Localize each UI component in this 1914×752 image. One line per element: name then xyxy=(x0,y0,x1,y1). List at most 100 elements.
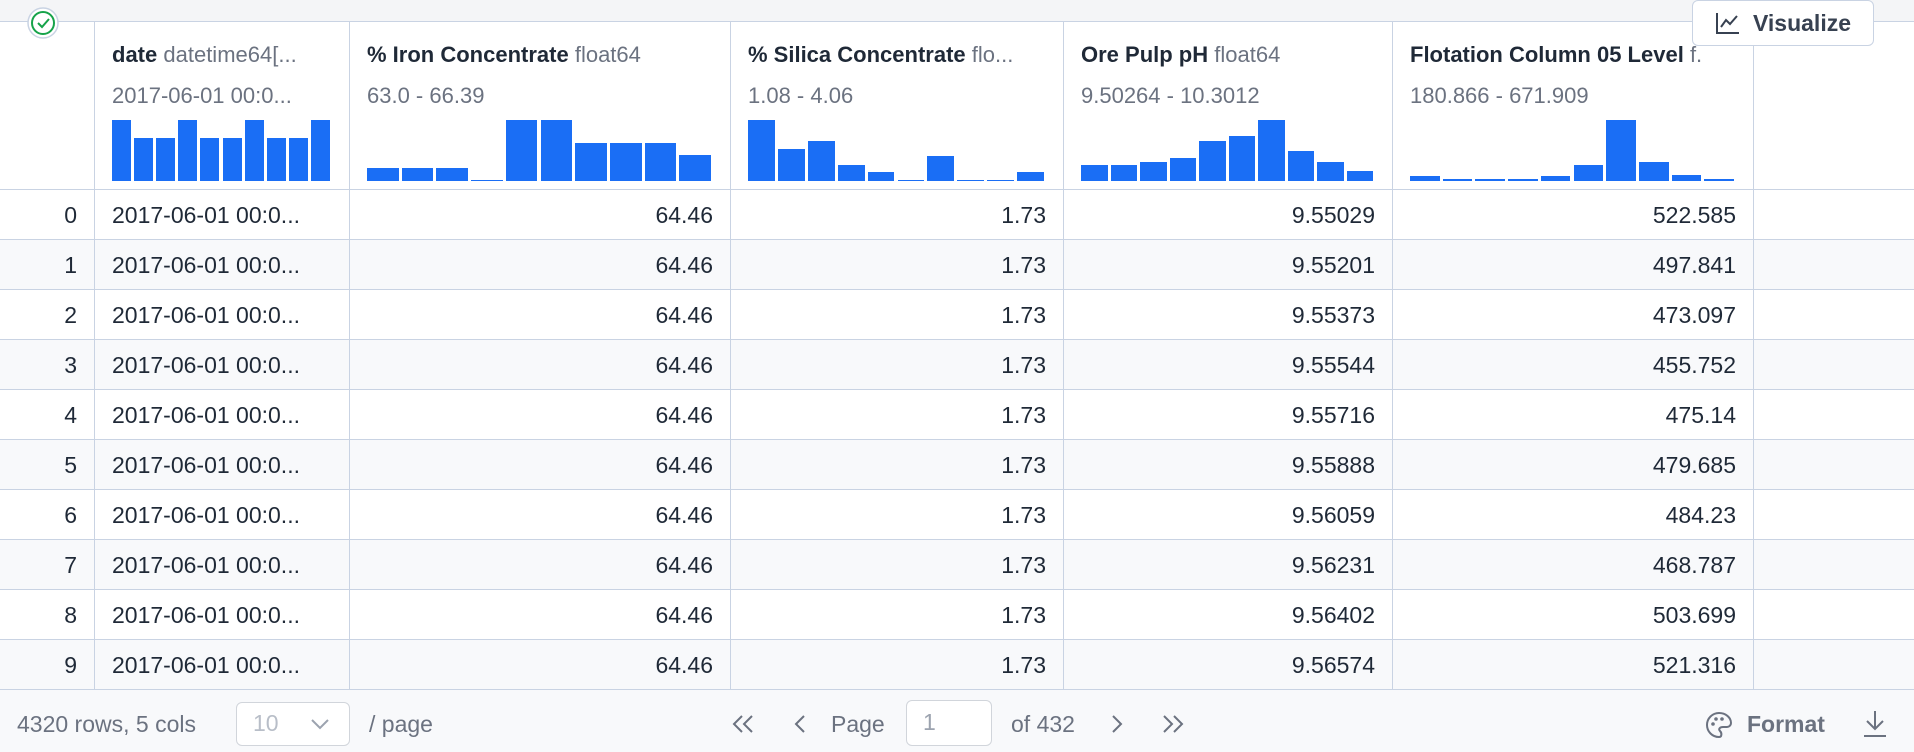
table-cell: 521.316 xyxy=(1393,640,1754,690)
histogram-bar xyxy=(987,179,1015,181)
table-cell: 64.46 xyxy=(350,340,731,390)
page-input[interactable]: 1 xyxy=(906,700,992,746)
format-button[interactable]: Format xyxy=(1747,711,1825,737)
download-button[interactable] xyxy=(1860,708,1890,740)
palette-icon[interactable] xyxy=(1704,710,1734,740)
histogram-bar xyxy=(1287,151,1314,181)
column-header: Ore Pulp pH float64 9.50264 - 10.3012 xyxy=(1064,22,1393,190)
table-cell: 2017-06-01 00:0... xyxy=(95,240,350,290)
table-cell: 2017-06-01 00:0... xyxy=(95,490,350,540)
row-filler xyxy=(1754,340,1914,390)
table-cell: 9.55716 xyxy=(1064,390,1393,440)
histogram-bar xyxy=(1540,176,1571,181)
chart-icon xyxy=(1715,13,1739,34)
histogram-bar xyxy=(367,167,399,181)
page-total: of 432 xyxy=(1011,711,1075,737)
visualize-label: Visualize xyxy=(1752,9,1852,36)
top-strip xyxy=(0,0,1914,22)
column-header: Flotation Column 05 Level f. 180.866 - 67… xyxy=(1393,22,1754,190)
row-index: 3 xyxy=(0,340,95,390)
row-index: 0 xyxy=(0,190,95,240)
table-cell: 1.73 xyxy=(731,540,1064,590)
histogram-bar xyxy=(244,120,264,181)
histogram-bar xyxy=(134,138,154,181)
column-title: Flotation Column 05 Level f. xyxy=(1410,42,1741,68)
page-size-value: 10 xyxy=(253,710,279,736)
histogram-bar xyxy=(897,179,925,181)
page-size-select[interactable]: 10 xyxy=(236,702,350,746)
row-filler xyxy=(1754,390,1914,440)
column-title: date datetime64[... xyxy=(112,42,337,68)
histogram-bar xyxy=(609,142,642,181)
row-index: 4 xyxy=(0,390,95,440)
column-range: 2017-06-01 00:0... xyxy=(112,83,292,108)
histogram-bar xyxy=(1638,162,1669,181)
column-title: Ore Pulp pH float64 xyxy=(1081,42,1380,68)
next-page-button[interactable] xyxy=(1108,712,1126,736)
histogram-bar xyxy=(1704,178,1734,181)
column-name: % Iron Concentrate xyxy=(367,42,569,67)
table-cell: 484.23 xyxy=(1393,490,1754,540)
row-filler xyxy=(1754,590,1914,640)
histogram-bar xyxy=(1671,174,1702,181)
histogram-bar xyxy=(1508,178,1538,181)
table-cell: 64.46 xyxy=(350,240,731,290)
histogram-bar xyxy=(1258,120,1285,181)
column-range: 63.0 - 66.39 xyxy=(367,83,485,108)
row-index: 7 xyxy=(0,540,95,590)
table-cell: 2017-06-01 00:0... xyxy=(95,440,350,490)
histogram-bar xyxy=(222,138,242,181)
column-title: % Silica Concentrate flo... xyxy=(748,42,1051,68)
table-cell: 1.73 xyxy=(731,490,1064,540)
row-index: 1 xyxy=(0,240,95,290)
column-name: % Silica Concentrate xyxy=(748,42,966,67)
table-cell: 64.46 xyxy=(350,390,731,440)
histogram-bar xyxy=(1573,164,1604,181)
table-cell: 64.46 xyxy=(350,440,731,490)
last-page-button[interactable] xyxy=(1160,712,1186,736)
table-cell: 473.097 xyxy=(1393,290,1754,340)
histogram-bar xyxy=(1442,178,1473,181)
column-range: 9.50264 - 10.3012 xyxy=(1081,83,1260,108)
column-header: % Silica Concentrate flo... 1.08 - 4.06 xyxy=(731,22,1064,190)
row-index: 9 xyxy=(0,640,95,690)
table-cell: 497.841 xyxy=(1393,240,1754,290)
table-cell: 1.73 xyxy=(731,240,1064,290)
table-cell: 1.73 xyxy=(731,440,1064,490)
first-page-button[interactable] xyxy=(730,712,756,736)
row-index: 2 xyxy=(0,290,95,340)
histogram-bar xyxy=(1110,164,1137,181)
table-cell: 479.685 xyxy=(1393,440,1754,490)
histogram-bar xyxy=(807,141,835,181)
histogram-bar xyxy=(1606,120,1636,181)
table-cell: 9.55373 xyxy=(1064,290,1393,340)
histogram-bar xyxy=(837,164,865,181)
column-title: % Iron Concentrate float64 xyxy=(367,42,718,68)
histogram-bar xyxy=(156,138,176,181)
table-cell: 9.56574 xyxy=(1064,640,1393,690)
histogram-bar xyxy=(1410,176,1440,181)
table-cell: 64.46 xyxy=(350,640,731,690)
table-cell: 522.585 xyxy=(1393,190,1754,240)
table-cell: 2017-06-01 00:0... xyxy=(95,390,350,440)
histogram-bar xyxy=(436,167,469,181)
row-filler xyxy=(1754,190,1914,240)
table-cell: 64.46 xyxy=(350,540,731,590)
table-cell: 9.56231 xyxy=(1064,540,1393,590)
histogram-bar xyxy=(1140,162,1167,181)
table-cell: 503.699 xyxy=(1393,590,1754,640)
histogram-bar xyxy=(867,172,895,181)
table-cell: 9.55544 xyxy=(1064,340,1393,390)
histogram-bar xyxy=(540,120,573,181)
prev-page-button[interactable] xyxy=(792,712,810,736)
histogram-bar xyxy=(575,142,607,181)
histogram-bar xyxy=(401,167,434,181)
chevron-down xyxy=(311,719,329,730)
row-filler xyxy=(1754,240,1914,290)
visualize-button[interactable]: Visualize xyxy=(1692,0,1874,46)
table-cell: 1.73 xyxy=(731,590,1064,640)
table-cell: 475.14 xyxy=(1393,390,1754,440)
table-cell: 9.55029 xyxy=(1064,190,1393,240)
header-filler xyxy=(1754,22,1914,190)
